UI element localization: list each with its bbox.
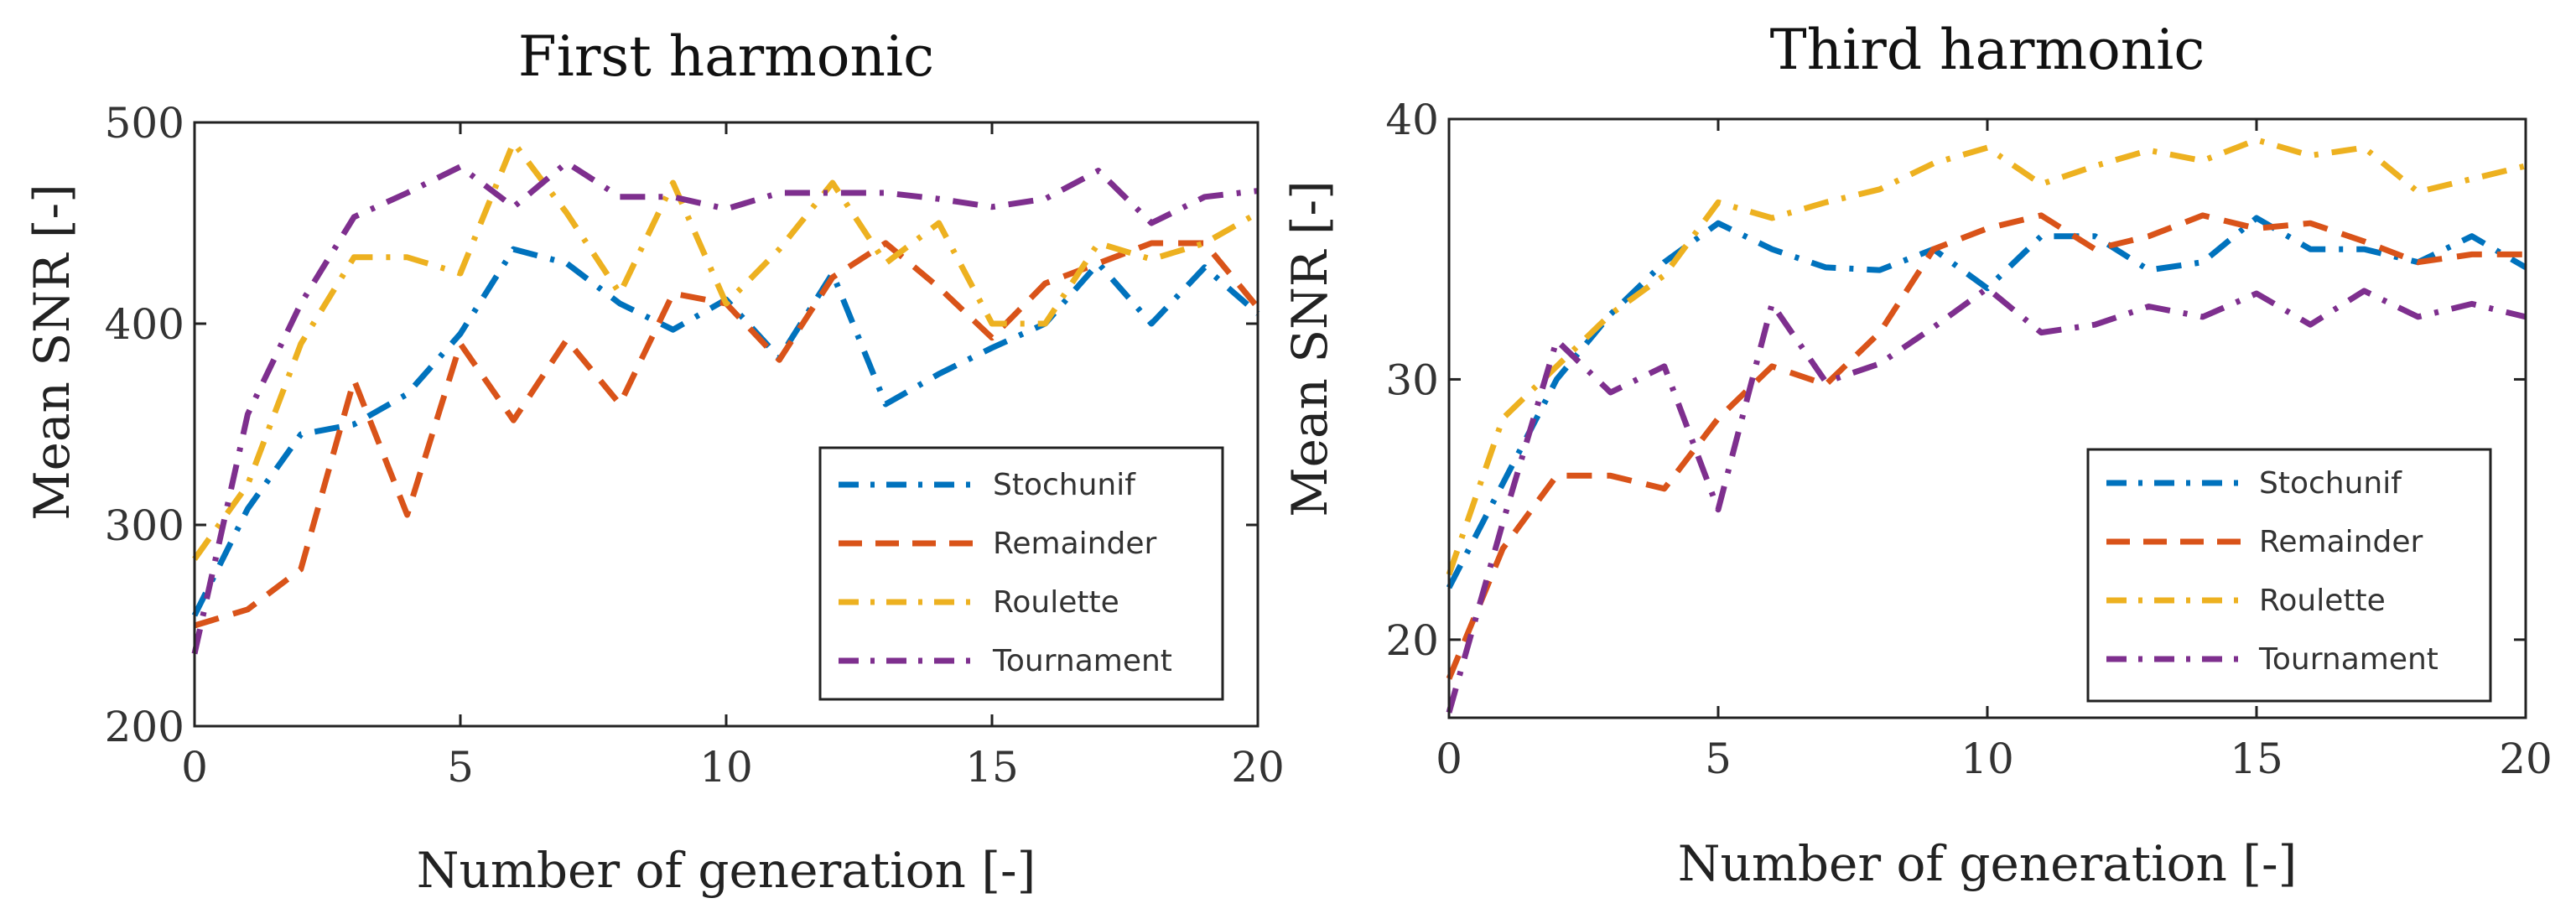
chart-left-ytick-label-400: 400 bbox=[105, 300, 184, 349]
chart-right-legend: Stochunif Remainder Roulette Tournament bbox=[2086, 448, 2492, 703]
chart-right-xtick-label-0: 0 bbox=[1436, 735, 1462, 783]
chart-right-xtick-label-10: 10 bbox=[1961, 735, 2014, 783]
chart-left-xtick-label-15: 15 bbox=[965, 743, 1019, 792]
chart-right-ylabel: Mean SNR [-] bbox=[1281, 180, 1338, 517]
chart-right-ytick-label-40: 40 bbox=[1385, 96, 1439, 144]
legend-left-label-tournament: Tournament bbox=[992, 644, 1172, 678]
chart-left-series-roulette bbox=[192, 139, 1259, 561]
chart-left-ytick-label-200: 200 bbox=[105, 703, 184, 751]
chart-left-legend-box bbox=[818, 446, 1224, 701]
chart-left-xtick-label-10: 10 bbox=[699, 743, 753, 792]
chart-right-ytick-label-20: 20 bbox=[1385, 616, 1439, 665]
chart-left-title: First harmonic bbox=[518, 24, 934, 89]
legend-right-label-tournament: Tournament bbox=[2258, 642, 2438, 677]
chart-right-ytick-label-30: 30 bbox=[1385, 356, 1439, 404]
legend-right-label-remainder: Remainder bbox=[2259, 525, 2423, 559]
chart-right-title: Third harmonic bbox=[1770, 18, 2205, 82]
chart-right: Third harmonic Number of generation [-] … bbox=[1281, 18, 2553, 892]
chart-right-series-stochunif bbox=[1446, 215, 2527, 589]
chart-left-xtick-label-20: 20 bbox=[1231, 743, 1285, 792]
chart-left-xticks: 0 5 10 15 20 bbox=[181, 122, 1285, 792]
legend-left-label-stochunif: Stochunif bbox=[993, 468, 1136, 502]
chart-left-xlabel: Number of generation [-] bbox=[417, 842, 1036, 899]
chart-right-xlabel: Number of generation [-] bbox=[1678, 835, 2297, 892]
chart-right-xticks: 0 5 10 15 20 bbox=[1436, 119, 2553, 783]
chart-right-xtick-label-20: 20 bbox=[2499, 735, 2553, 783]
chart-left-series-group bbox=[191, 139, 1260, 655]
chart-left-ytick-label-500: 500 bbox=[105, 99, 184, 148]
chart-right-xtick-label-15: 15 bbox=[2230, 735, 2283, 783]
chart-right-yticks: 20 30 40 bbox=[1385, 96, 2526, 665]
chart-right-series-group bbox=[1446, 137, 2527, 714]
chart-left: First harmonic Number of generation [-] … bbox=[23, 24, 1285, 899]
chart-left-legend: Stochunif Remainder Roulette Tournament bbox=[818, 446, 1224, 701]
chart-left-ylabel: Mean SNR [-] bbox=[23, 184, 80, 521]
legend-right-label-roulette: Roulette bbox=[2259, 584, 2386, 618]
chart-right-xtick-label-5: 5 bbox=[1705, 735, 1732, 783]
chart-left-series-tournament bbox=[191, 159, 1259, 655]
chart-left-yticks: 200 300 400 500 bbox=[105, 99, 1258, 751]
chart-left-ytick-label-300: 300 bbox=[105, 501, 184, 550]
legend-right-label-stochunif: Stochunif bbox=[2259, 466, 2402, 501]
legend-left-label-remainder: Remainder bbox=[993, 527, 1156, 561]
chart-left-xtick-label-0: 0 bbox=[181, 743, 208, 792]
chart-right-series-roulette bbox=[1446, 137, 2527, 576]
chart-left-xtick-label-5: 5 bbox=[447, 743, 474, 792]
chart-right-series-remainder bbox=[1446, 212, 2526, 680]
legend-left-label-roulette: Roulette bbox=[993, 585, 1119, 620]
